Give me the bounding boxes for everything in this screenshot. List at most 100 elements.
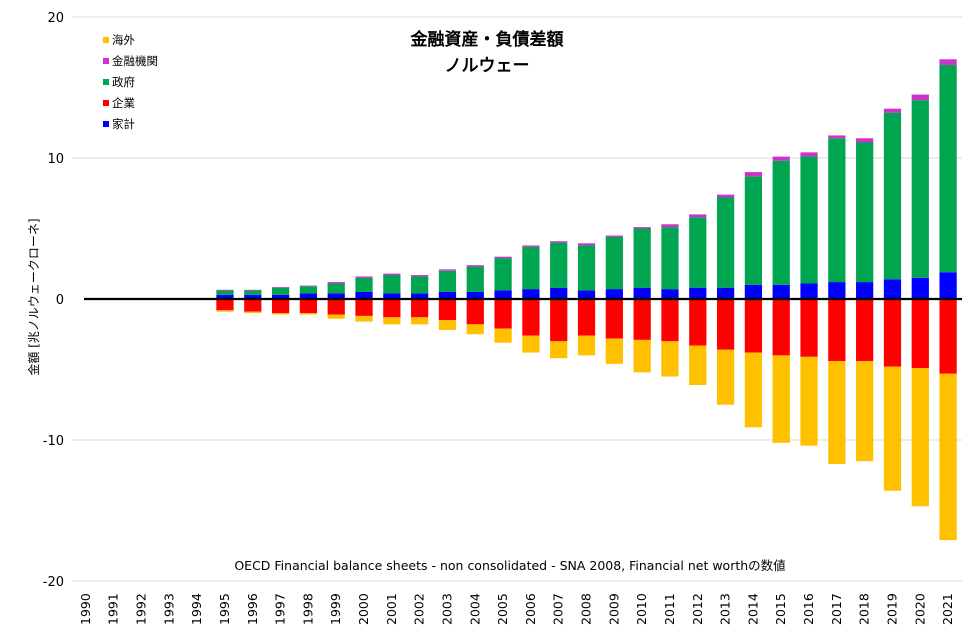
bar-政府-2011 — [661, 227, 679, 290]
legend-swatch — [103, 58, 109, 64]
bar-金融機関-2015 — [772, 156, 790, 161]
x-tick-label: 1996 — [245, 593, 260, 625]
legend-swatch — [103, 100, 109, 106]
y-axis-label: 金額 [兆ノルウェークローネ] — [26, 218, 41, 375]
x-tick-label: 2007 — [551, 593, 566, 625]
x-tick-label: 2017 — [829, 593, 844, 625]
x-tick-label: 1993 — [161, 593, 176, 625]
bar-海外-2008 — [577, 335, 596, 356]
bar-政府-2012 — [689, 217, 707, 288]
x-tick-label: 2006 — [523, 593, 538, 625]
bar-企業-2012 — [689, 299, 707, 346]
bar-企業-2011 — [661, 299, 679, 342]
legend-swatch — [103, 37, 109, 43]
legend-label: 家計 — [112, 117, 135, 131]
x-tick-label: 2018 — [857, 593, 872, 625]
bar-政府-2015 — [772, 160, 790, 285]
x-tick-label: 2008 — [579, 593, 594, 625]
bar-企業-2015 — [772, 299, 790, 356]
x-tick-labels: 1990 1991 1992 1993 1994 1995 1996 1997 1998 1999… — [78, 593, 955, 625]
x-tick-label: 1999 — [328, 593, 343, 625]
bar-金融機関-2010 — [633, 227, 651, 229]
bar-海外-2021 — [939, 373, 957, 541]
bar-海外-2007 — [550, 341, 568, 359]
bar-家計-2016 — [800, 283, 818, 299]
bar-政府-2009 — [605, 236, 623, 290]
legend-label: 企業 — [112, 96, 135, 110]
bar-海外-2012 — [689, 345, 707, 386]
bar-家計-2014 — [744, 284, 763, 299]
chart-title: 金融資産・負債差額 — [410, 29, 564, 50]
bar-海外-2016 — [800, 356, 818, 446]
bar-企業-1995 — [216, 299, 234, 311]
bar-家計-2019 — [883, 279, 902, 299]
bar-政府-2019 — [883, 112, 902, 280]
x-tick-label: 2013 — [718, 593, 733, 625]
bar-政府-2000 — [355, 277, 373, 292]
bar-企業-2000 — [355, 299, 373, 316]
bar-家計-2000 — [355, 291, 373, 299]
bar-家計-2018 — [856, 282, 874, 299]
bar-海外-2000 — [355, 315, 373, 322]
bar-企業-2010 — [633, 299, 651, 340]
x-tick-label: 2011 — [662, 593, 677, 625]
bar-家計-2002 — [411, 293, 429, 299]
bar-家計-2013 — [716, 287, 735, 299]
bar-金融機関-2017 — [828, 135, 846, 139]
bar-家計-2006 — [522, 289, 540, 299]
bar-家計-2001 — [383, 293, 401, 299]
bar-海外-2005 — [494, 328, 512, 343]
bar-政府-2021 — [939, 64, 957, 273]
bar-海外-1999 — [327, 314, 345, 319]
legend-label: 政府 — [112, 75, 135, 89]
bar-企業-2002 — [411, 299, 429, 318]
bar-政府-2001 — [383, 275, 401, 294]
bar-金融機関-2009 — [605, 235, 623, 237]
bar-金融機関-1996 — [244, 289, 262, 291]
bar-企業-2001 — [383, 299, 401, 318]
bar-海外-2014 — [744, 352, 763, 428]
bar-金融機関-2019 — [883, 108, 902, 113]
bar-金融機関-2016 — [800, 152, 818, 157]
bar-企業-2008 — [577, 299, 596, 336]
x-tick-label: 1991 — [106, 593, 121, 625]
bar-政府-2007 — [550, 242, 568, 288]
bar-政府-1995 — [216, 290, 234, 295]
legend-swatch — [103, 121, 109, 127]
y-tick-labels: -20 -10 0 10 20 — [43, 11, 64, 590]
bar-家計-2004 — [466, 291, 484, 299]
x-tick-label: 2001 — [384, 593, 399, 625]
bar-企業-2014 — [744, 299, 763, 353]
y-tick-label: 20 — [47, 11, 64, 26]
chart-subtitle: ノルウェー — [445, 56, 530, 76]
x-tick-label: 1997 — [273, 593, 288, 625]
bar-海外-2010 — [633, 339, 651, 373]
bar-政府-2016 — [800, 156, 818, 284]
bar-海外-2009 — [605, 338, 623, 364]
bar-企業-2013 — [716, 299, 735, 350]
bar-金融機関-2008 — [577, 243, 596, 246]
bar-企業-2017 — [828, 299, 846, 362]
bar-海外-1997 — [271, 313, 290, 315]
bar-金融機関-1998 — [299, 285, 318, 287]
bar-企業-2005 — [494, 299, 512, 329]
bar-海外-2015 — [772, 355, 790, 443]
bar-金融機関-1999 — [327, 282, 345, 284]
bar-政府-2002 — [411, 276, 429, 294]
x-tick-label: 2015 — [773, 593, 788, 625]
bar-企業-2020 — [911, 299, 929, 369]
bar-政府-2020 — [911, 100, 929, 278]
bar-家計-2003 — [438, 291, 457, 299]
bar-家計-1998 — [299, 293, 318, 299]
bar-政府-1998 — [299, 286, 318, 294]
x-tick-label: 2003 — [439, 593, 454, 625]
x-tick-label: 1995 — [217, 593, 232, 625]
bar-金融機関-2018 — [856, 138, 874, 143]
bar-企業-1998 — [299, 299, 318, 314]
bar-金融機関-2002 — [411, 275, 429, 277]
x-tick-label: 2002 — [412, 593, 427, 625]
bar-企業-1996 — [244, 299, 262, 312]
bar-海外-2018 — [856, 361, 874, 462]
